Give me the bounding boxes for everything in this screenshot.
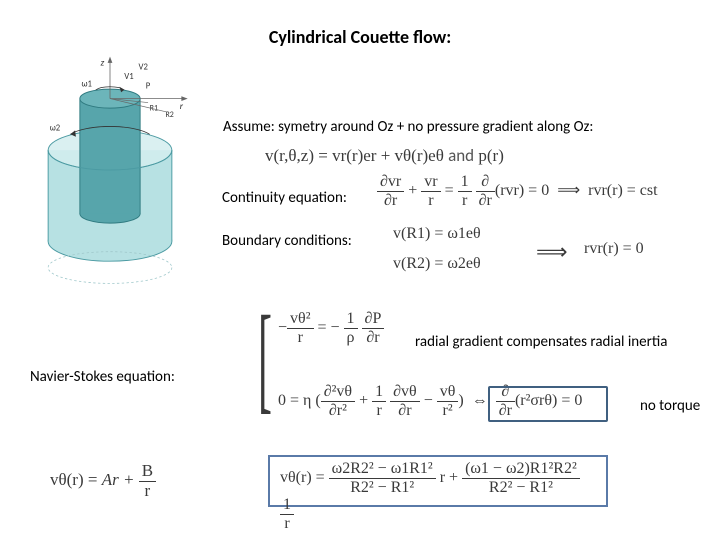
bc-equation-1: v(R1) = ω1eθ [393, 225, 481, 243]
assumption-text: Assume: symetry around Oz + no pressure … [223, 118, 593, 136]
page-title: Cylindrical Couette flow: [0, 26, 720, 48]
v1-label: V1 [124, 72, 134, 82]
torque-box [488, 386, 608, 422]
r2-label: R2 [166, 110, 174, 120]
continuity-equation: ∂vr∂r + vrr = 1r ∂∂r(rvr) = 0 ⟹ rvr(r) =… [377, 173, 658, 209]
result-general-form: vθ(r) = Ar + Br [50, 462, 156, 500]
v2-label: V2 [139, 62, 149, 72]
brace-icon: [ [258, 298, 272, 418]
ns-note-torque: no torque [640, 397, 700, 415]
continuity-label: Continuity equation: [222, 189, 347, 207]
navier-stokes-label: Navier-Stokes equation: [30, 368, 175, 386]
bc-equation-2: v(R2) = ω2eθ [393, 255, 481, 273]
omega2-label: ω2 [50, 123, 61, 133]
couette-diagram: z r ω1 ω2 V1 V2 P R1 R2 [10, 55, 210, 285]
bc-result: rvr(r) = 0 [584, 240, 644, 258]
axis-z-label: z [100, 56, 104, 68]
boundary-conditions-label: Boundary conditions: [222, 232, 352, 250]
ns-note-radial: radial gradient compensates radial inert… [415, 333, 667, 351]
omega1-label: ω1 [81, 80, 92, 90]
ns-equation-r: −vθ²r = − 1ρ ∂P∂r [278, 310, 384, 346]
velocity-equation: v(r,θ,z) = vr(r)er + vθ(r)eθ and p(r) [265, 145, 504, 166]
implies-icon: ⟹ [536, 238, 568, 265]
p-label: P [146, 81, 151, 91]
result-boxed-equation: vθ(r) = ω2R2² − ω1R1²R2² − R1² r + (ω1 −… [268, 455, 608, 507]
axis-r-label: r [180, 100, 184, 112]
